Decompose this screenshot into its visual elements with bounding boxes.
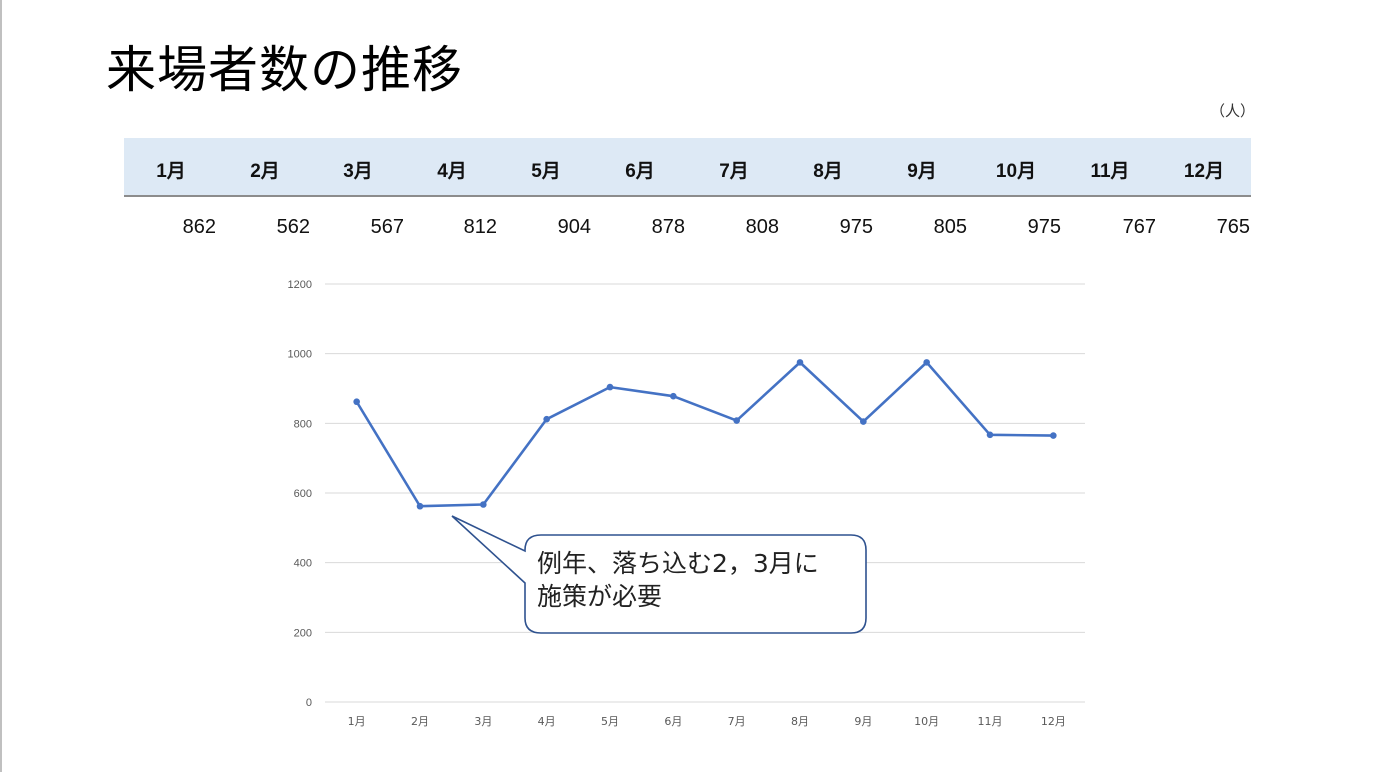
y-tick-label: 600 — [294, 488, 312, 500]
chart-series-line — [353, 359, 1057, 510]
table-header-cell: 1月 — [156, 161, 186, 182]
unit-label: （人） — [1210, 102, 1256, 120]
table-header-cell: 2月 — [250, 161, 280, 182]
x-tick-label: 6月 — [664, 715, 682, 728]
table-header-cell: 9月 — [907, 161, 937, 182]
y-tick-label: 400 — [294, 558, 312, 570]
y-tick-label: 800 — [294, 418, 312, 430]
table-header-cell: 5月 — [531, 161, 561, 182]
x-tick-label: 5月 — [601, 715, 619, 728]
x-tick-label: 8月 — [791, 715, 809, 728]
data-point-marker — [733, 417, 740, 424]
data-point-marker — [860, 418, 867, 425]
table-header-cell: 4月 — [437, 161, 467, 182]
table-value-cell: 904 — [557, 216, 591, 238]
callout-shape — [451, 515, 867, 634]
y-tick-label: 0 — [306, 697, 312, 709]
y-tick-label: 1200 — [288, 279, 312, 291]
series-line — [355, 361, 1054, 508]
x-tick-label: 7月 — [728, 715, 746, 728]
data-point-marker — [416, 502, 424, 510]
table-header-cell: 10月 — [995, 161, 1037, 182]
table-value-cell: 862 — [182, 216, 216, 238]
table-header-row: 1月 2月 3月 4月 5月 6月 7月 8月 9月 10月 11月 12月 — [124, 138, 1251, 197]
table-value-cell: 567 — [370, 216, 404, 238]
table-header-cell: 3月 — [343, 161, 373, 182]
x-tick-label: 4月 — [538, 715, 556, 728]
chart-y-axis: 0 200 400 600 800 1000 1200 — [288, 279, 312, 709]
data-point-marker — [480, 501, 487, 508]
x-tick-label: 3月 — [474, 715, 492, 728]
data-point-marker — [796, 359, 804, 366]
slide-left-edge — [0, 0, 2, 772]
data-point-marker — [606, 383, 614, 391]
y-tick-label: 1000 — [288, 349, 312, 361]
table-header-cell: 11月 — [1090, 161, 1130, 182]
data-point-marker — [1050, 432, 1057, 439]
table-value-cell: 975 — [839, 216, 873, 238]
slide-title: 来場者数の推移 — [106, 41, 463, 99]
x-tick-label: 2月 — [411, 715, 429, 728]
table-value-cell: 562 — [276, 216, 310, 238]
table-value-cell: 805 — [933, 216, 967, 238]
data-point-marker — [353, 398, 360, 406]
table-header-cell: 6月 — [625, 161, 655, 182]
x-tick-label: 9月 — [854, 715, 872, 728]
callout-line-1: 例年、落ち込む2，3月に — [537, 549, 819, 578]
callout-text: 例年、落ち込む2，3月に 施策が必要 — [525, 535, 866, 632]
table-value-cell: 767 — [1122, 216, 1156, 238]
table-value-cell: 765 — [1216, 216, 1250, 238]
data-point-marker — [986, 431, 994, 439]
data-point-marker — [923, 359, 930, 366]
y-tick-label: 200 — [294, 627, 312, 639]
table-header-cell: 7月 — [719, 161, 749, 182]
callout-line-2: 施策が必要 — [537, 582, 663, 611]
x-tick-label: 10月 — [914, 715, 939, 728]
data-point-marker — [670, 392, 677, 400]
table-value-cell: 878 — [651, 216, 685, 238]
x-tick-label: 12月 — [1041, 715, 1066, 728]
table-header-cell: 8月 — [813, 161, 843, 182]
data-point-marker — [543, 415, 550, 423]
table-value-cell: 975 — [1027, 216, 1061, 238]
chart-gridlines — [325, 283, 1085, 703]
x-tick-label: 11月 — [978, 715, 1003, 728]
chart-x-axis: 1月 2月 3月 4月 5月 6月 7月 8月 9月 10月 11月 12月 — [348, 715, 1066, 728]
table-value-cell: 812 — [463, 216, 497, 238]
table-value-cell: 808 — [745, 216, 779, 238]
x-tick-label: 1月 — [348, 715, 366, 728]
table-header-cell: 12月 — [1183, 161, 1225, 182]
